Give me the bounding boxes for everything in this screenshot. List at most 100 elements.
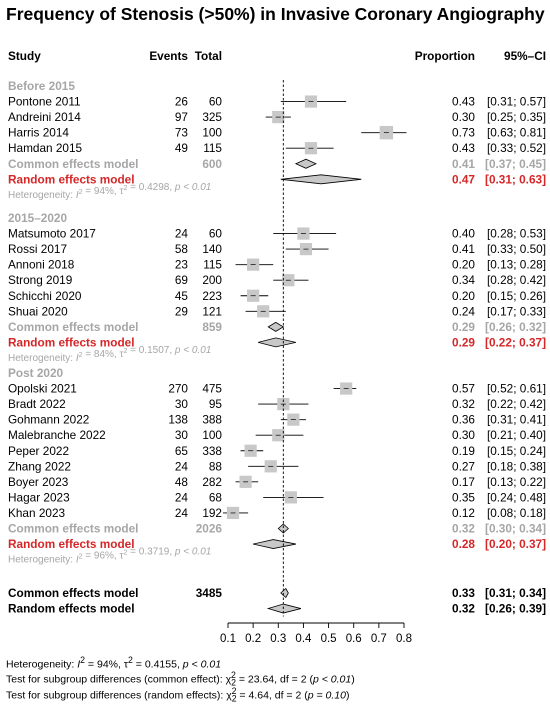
- overall-random-label: Random effects model: [8, 602, 135, 616]
- study-name: Andreini 2014: [8, 110, 81, 124]
- x-axis-tick-label: 0.7: [371, 633, 387, 645]
- study-ci: [0.08; 0.18]: [487, 506, 546, 520]
- subgroup-random-diamond: [253, 539, 296, 549]
- study-events: 24: [175, 490, 189, 504]
- study-proportion: 0.30: [452, 428, 475, 442]
- heterogeneity-tau2: 0.4155: [144, 658, 177, 671]
- random-test-p: p = 0.10: [307, 689, 346, 702]
- subgroup-common-total: 859: [202, 320, 222, 334]
- study-proportion: 0.41: [452, 242, 475, 256]
- x-axis-tick-label: 0.8: [396, 633, 412, 645]
- x-axis-tick-label: 0.1: [220, 633, 236, 645]
- study-name: Bradt 2022: [8, 397, 66, 411]
- subgroup-common-ci: [0.26; 0.32]: [485, 320, 546, 334]
- study-ci: [0.28; 0.42]: [487, 273, 546, 287]
- study-ci: [0.52; 0.61]: [487, 382, 546, 396]
- study-total: 121: [202, 304, 222, 318]
- study-ci: [0.24; 0.48]: [487, 490, 546, 504]
- column-header-study: Study: [8, 49, 41, 63]
- subgroup-common-label: Common effects model: [8, 320, 138, 334]
- subgroup-common-diamond: [277, 523, 289, 534]
- common-test-df: , df = 2 (: [274, 673, 313, 686]
- study-name: Harris 2014: [8, 126, 69, 140]
- random-test-prefix: Test for subgroup differences (random ef…: [6, 689, 227, 702]
- subgroup-random-diamond: [280, 174, 362, 185]
- study-name: Matsumoto 2017: [8, 227, 96, 241]
- study-events: 30: [175, 397, 189, 411]
- overall-random-diamond: [266, 603, 302, 614]
- study-ci: [0.15; 0.26]: [487, 289, 546, 303]
- study-proportion: 0.32: [452, 397, 475, 411]
- study-events: 48: [175, 475, 189, 489]
- study-ci: [0.13; 0.22]: [487, 475, 546, 489]
- study-proportion: 0.12: [452, 506, 475, 520]
- study-name: Malebranche 2022: [8, 428, 106, 442]
- x-axis-tick-label: 0.6: [346, 633, 362, 645]
- subgroup-heterogeneity: Heterogeneity: I2 = 94%, τ2 = 0.4298, p …: [8, 182, 211, 201]
- subgroup-common-proportion: 0.29: [452, 320, 475, 334]
- study-ci: [0.28; 0.53]: [487, 227, 546, 241]
- study-name: Zhang 2022: [8, 459, 71, 473]
- subgroup-random-diamond: [258, 337, 296, 348]
- study-events: 29: [175, 304, 188, 318]
- study-name: Schicchi 2020: [8, 289, 82, 303]
- study-events: 49: [175, 141, 188, 155]
- study-name: Shuai 2020: [8, 304, 68, 318]
- study-events: 65: [175, 444, 189, 458]
- study-proportion: 0.57: [452, 382, 475, 396]
- subgroup-common-ci: [0.30; 0.34]: [485, 522, 546, 536]
- study-ci: [0.22; 0.42]: [487, 397, 546, 411]
- study-events: 23: [175, 258, 189, 272]
- study-proportion: 0.36: [452, 413, 475, 427]
- study-proportion: 0.19: [452, 444, 475, 458]
- subgroup-common-total: 2026: [196, 522, 223, 536]
- study-total: 140: [202, 242, 222, 256]
- study-events: 58: [175, 242, 189, 256]
- subgroup-random-ci: [0.20; 0.37]: [485, 537, 546, 551]
- subgroup-random-proportion: 0.47: [452, 172, 475, 186]
- random-test-chi2: 4.64: [248, 689, 269, 702]
- study-total: 282: [202, 475, 222, 489]
- common-subgroup-test-footnote: Test for subgroup differences (common ef…: [6, 670, 355, 688]
- subgroup-random-label: Random effects model: [8, 537, 135, 551]
- study-ci: [0.17; 0.33]: [487, 304, 546, 318]
- x-axis-tick-label: 0.3: [270, 633, 286, 645]
- common-test-chi2: 23.64: [247, 673, 275, 686]
- subgroup-random-proportion: 0.29: [452, 335, 475, 349]
- study-total: 388: [202, 413, 222, 427]
- subgroup-header: Before 2015: [8, 79, 75, 93]
- overall-common-ci: [0.31; 0.34]: [485, 586, 546, 600]
- study-proportion: 0.43: [452, 95, 475, 109]
- subgroup-heterogeneity: Heterogeneity: I2 = 84%, τ2 = 0.1507, p …: [8, 345, 211, 364]
- study-total: 338: [202, 444, 222, 458]
- study-events: 26: [175, 95, 189, 109]
- subgroup-common-proportion: 0.32: [452, 522, 475, 536]
- x-axis-tick-label: 0.4: [295, 633, 312, 645]
- study-total: 88: [209, 459, 223, 473]
- study-name: Khan 2023: [8, 506, 66, 520]
- study-proportion: 0.35: [452, 490, 475, 504]
- study-total: 115: [203, 258, 222, 272]
- study-events: 24: [175, 227, 189, 241]
- study-total: 60: [209, 227, 223, 241]
- overall-common-diamond: [280, 587, 289, 599]
- random-subgroup-test-footnote: Test for subgroup differences (random ef…: [6, 686, 350, 704]
- study-proportion: 0.20: [452, 289, 475, 303]
- subgroup-heterogeneity: Heterogeneity: I2 = 96%, τ2 = 0.3719, p …: [8, 547, 211, 566]
- x-axis-tick-label: 0.5: [321, 633, 337, 645]
- column-header-ci: 95%–CI: [504, 49, 546, 63]
- x-axis-tick-label: 0.2: [245, 633, 261, 645]
- heterogeneity-i2: 94%: [96, 658, 118, 671]
- study-events: 270: [168, 382, 188, 396]
- study-name: Pontone 2011: [8, 95, 81, 109]
- study-total: 100: [202, 126, 222, 140]
- study-proportion: 0.34: [452, 273, 475, 287]
- overall-heterogeneity-footnote: Heterogeneity: I2 = 94%, τ2 = 0.4155, p …: [6, 655, 222, 671]
- study-proportion: 0.20: [452, 258, 475, 272]
- overall-random-proportion: 0.32: [452, 602, 475, 616]
- study-ci: [0.33; 0.50]: [487, 242, 546, 256]
- chart-title: Frequency of Stenosis (>50%) in Invasive…: [6, 4, 545, 24]
- study-events: 30: [175, 428, 189, 442]
- common-test-prefix: Test for subgroup differences (common ef…: [6, 673, 226, 686]
- study-total: 60: [209, 95, 223, 109]
